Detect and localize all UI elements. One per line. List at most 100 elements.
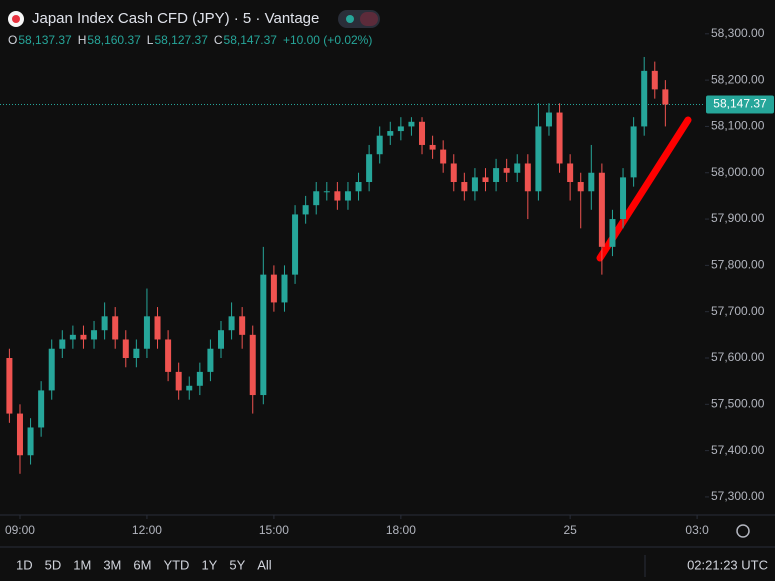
candle-body bbox=[270, 274, 277, 303]
x-tick-label: 09:00 bbox=[5, 523, 35, 537]
candle-body bbox=[69, 334, 76, 340]
range-button[interactable]: All bbox=[257, 557, 272, 572]
y-tick-label: 58,200.00 bbox=[711, 72, 765, 86]
y-tick-label: 57,700.00 bbox=[711, 304, 765, 318]
candle-body bbox=[48, 348, 55, 391]
candle-body bbox=[524, 163, 531, 192]
y-tick-label: 58,000.00 bbox=[711, 165, 765, 179]
candle-body bbox=[366, 154, 373, 183]
candle-body bbox=[91, 330, 98, 340]
candle-body bbox=[344, 191, 351, 201]
last-price-label: 58,147.37 bbox=[713, 97, 767, 111]
candle-body bbox=[175, 371, 182, 391]
candle-body bbox=[281, 274, 288, 303]
candle-body bbox=[598, 172, 605, 247]
candle-body bbox=[302, 205, 309, 215]
candle-body bbox=[249, 334, 256, 396]
range-button[interactable]: 1D bbox=[16, 557, 33, 572]
candle-body bbox=[545, 112, 552, 127]
candle-body bbox=[535, 126, 542, 192]
candle-body bbox=[355, 182, 362, 192]
candle-body bbox=[482, 177, 489, 183]
x-tick-label: 15:00 bbox=[259, 523, 289, 537]
status-dot bbox=[346, 15, 354, 23]
candle-body bbox=[376, 135, 383, 155]
ohlc-open-label: O bbox=[8, 33, 17, 47]
last-price-tag bbox=[706, 95, 774, 114]
candle-body bbox=[503, 168, 510, 173]
x-tick-label: 25 bbox=[563, 523, 577, 537]
x-tick-label: 18:00 bbox=[386, 523, 416, 537]
candle-body bbox=[620, 177, 627, 220]
ohlc-low-label: L bbox=[147, 33, 154, 47]
x-tick-label: 03:0 bbox=[685, 523, 709, 537]
candle-body bbox=[323, 191, 330, 193]
y-tick-label: 57,800.00 bbox=[711, 258, 765, 272]
range-button[interactable]: 1Y bbox=[201, 557, 217, 572]
clock: 02:21:23 UTC bbox=[687, 557, 768, 572]
candle-body bbox=[630, 126, 637, 178]
candle-body bbox=[143, 316, 150, 349]
range-button[interactable]: 3M bbox=[103, 557, 121, 572]
range-button[interactable]: 6M bbox=[133, 557, 151, 572]
candle-body bbox=[165, 339, 172, 372]
ohlc-close-label: C bbox=[214, 33, 223, 47]
candle-body bbox=[218, 330, 224, 349]
candle-body bbox=[334, 191, 341, 201]
candle-body bbox=[493, 168, 500, 183]
candle-body bbox=[471, 177, 478, 192]
candle-body bbox=[59, 339, 66, 349]
y-tick-label: 57,300.00 bbox=[711, 489, 765, 503]
x-tick-label: 12:00 bbox=[132, 523, 162, 537]
candle-body bbox=[429, 144, 436, 150]
candle-body bbox=[641, 70, 648, 127]
candle-body bbox=[313, 191, 320, 206]
candle-body bbox=[207, 348, 214, 372]
candle-body bbox=[228, 316, 235, 331]
candle-body bbox=[80, 334, 87, 340]
ohlc-close: 58,147.37 bbox=[224, 33, 278, 47]
range-button[interactable]: 5Y bbox=[229, 557, 245, 572]
y-tick-label: 57,400.00 bbox=[711, 443, 765, 457]
ohlc-low: 58,127.37 bbox=[154, 33, 208, 47]
y-tick-label: 58,100.00 bbox=[711, 119, 765, 133]
candle-body bbox=[609, 219, 616, 247]
candle-body bbox=[419, 121, 426, 145]
candle-body bbox=[588, 172, 595, 192]
candle-body bbox=[112, 316, 119, 340]
ohlc-header: O 58,137.37 H 58,160.37 L 58,127.37 C 58,147.37… bbox=[8, 33, 372, 47]
candle-body bbox=[556, 112, 563, 164]
candle-body bbox=[101, 316, 108, 331]
candle-body bbox=[38, 390, 45, 428]
candle-body bbox=[387, 131, 394, 136]
candle-body bbox=[196, 371, 203, 386]
candle-body bbox=[662, 89, 669, 105]
candle-body bbox=[440, 149, 447, 164]
candle-body bbox=[567, 163, 574, 183]
candle-body bbox=[186, 385, 193, 391]
range-button[interactable]: 5D bbox=[45, 557, 62, 572]
range-button[interactable]: YTD bbox=[163, 557, 189, 572]
status-icon bbox=[360, 12, 378, 26]
y-tick-label: 57,900.00 bbox=[711, 211, 765, 225]
candle-body bbox=[154, 316, 161, 340]
ohlc-change: +10.00 (+0.02%) bbox=[283, 33, 372, 47]
candle-body bbox=[577, 182, 584, 192]
y-tick-label: 57,600.00 bbox=[711, 350, 765, 364]
candle-body bbox=[450, 163, 457, 183]
y-tick-label: 58,300.00 bbox=[711, 26, 765, 40]
candle-body bbox=[16, 413, 23, 456]
range-button[interactable]: 1M bbox=[73, 557, 91, 572]
candle-body bbox=[133, 348, 140, 358]
candle-body bbox=[651, 70, 658, 90]
ohlc-high: 58,160.37 bbox=[87, 33, 141, 47]
candle-body bbox=[6, 357, 13, 414]
candle-body bbox=[122, 339, 129, 358]
candle-body bbox=[461, 182, 468, 192]
candle-body bbox=[292, 214, 299, 275]
candle-body bbox=[260, 274, 267, 396]
settings-icon[interactable] bbox=[736, 524, 750, 538]
ohlc-open: 58,137.37 bbox=[18, 33, 72, 47]
